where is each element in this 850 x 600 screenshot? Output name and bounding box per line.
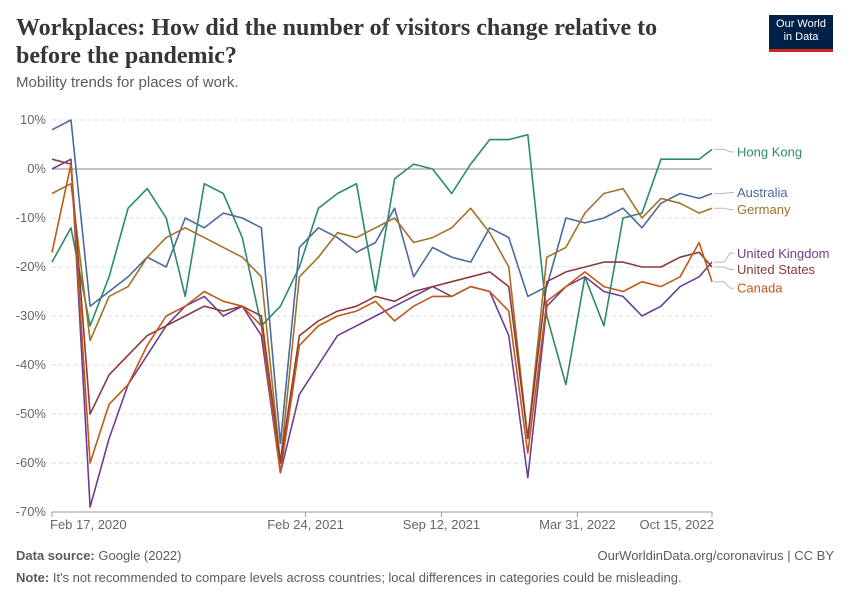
data-source-label: Data source:: [16, 548, 95, 563]
y-tick-label: 0%: [27, 161, 46, 176]
x-tick-label: Feb 17, 2020: [50, 517, 127, 532]
legend-label-united-states[interactable]: United States: [737, 262, 816, 277]
legend-end-labels: Hong Kong Australia Germany United KingdomU…: [714, 144, 830, 296]
label-connector: [714, 207, 734, 211]
legend-label-canada[interactable]: Canada: [737, 281, 783, 296]
y-tick-label: 10%: [20, 112, 46, 127]
legend-label-germany[interactable]: Germany: [737, 202, 791, 217]
y-tick-label: -70%: [16, 504, 47, 519]
legend-label-united-kingdom[interactable]: United Kingdom: [737, 246, 830, 261]
series-line-germany[interactable]: [51, 182, 713, 464]
legend-label-australia[interactable]: Australia: [737, 185, 788, 200]
x-tick-label: Feb 24, 2021: [267, 517, 344, 532]
series-lines: [51, 119, 713, 508]
label-connector: [714, 266, 734, 270]
label-connector: [714, 148, 734, 153]
label-connector: [714, 252, 734, 263]
y-tick-label: -10%: [16, 210, 47, 225]
gridlines: [52, 119, 712, 513]
y-axis-ticks: 10% 0% -10% -20% -30% -40% -50% -60% -70%: [16, 112, 47, 519]
series-line-canada[interactable]: [51, 163, 713, 474]
label-connector: [714, 192, 734, 194]
data-source: Data source: Google (2022): [16, 548, 182, 563]
y-tick-label: -60%: [16, 455, 47, 470]
owid-logo[interactable]: Our World in Data: [769, 15, 833, 52]
chart-title: Workplaces: How did the number of visito…: [16, 15, 658, 69]
chart-subtitle: Mobility trends for places of work.: [16, 74, 239, 91]
x-tick-label: Sep 12, 2021: [403, 517, 480, 532]
note-label: Note:: [16, 570, 50, 585]
owid-url[interactable]: OurWorldinData.org/coronavirus | CC BY: [597, 548, 834, 563]
line-chart: 10% 0% -10% -20% -30% -40% -50% -60% -70% Feb 17…: [16, 112, 830, 532]
chart-note: Note: It's not recommended to compare le…: [16, 570, 682, 585]
logo-line-1: Our World: [776, 18, 826, 30]
note-text: It's not recommended to compare levels a…: [52, 570, 682, 585]
legend-label-hong-kong[interactable]: Hong Kong: [737, 144, 802, 159]
x-tick-label: Mar 31, 2022: [539, 517, 616, 532]
y-tick-label: -40%: [16, 357, 47, 372]
series-line-united-states[interactable]: [51, 158, 713, 464]
x-axis-ticks: Feb 17, 2020 Feb 24, 2021 Sep 12, 2021 Mar …: [50, 511, 714, 532]
series-line-hong-kong[interactable]: [51, 133, 713, 386]
logo-line-2: in Data: [783, 31, 819, 43]
y-tick-label: -50%: [16, 406, 47, 421]
label-connector: [714, 281, 734, 289]
y-tick-label: -20%: [16, 259, 47, 274]
y-tick-label: -30%: [16, 308, 47, 323]
series-line-australia[interactable]: [51, 119, 713, 445]
data-source-link[interactable]: Google (2022): [98, 548, 182, 563]
x-tick-label: Oct 15, 2022: [640, 517, 714, 532]
